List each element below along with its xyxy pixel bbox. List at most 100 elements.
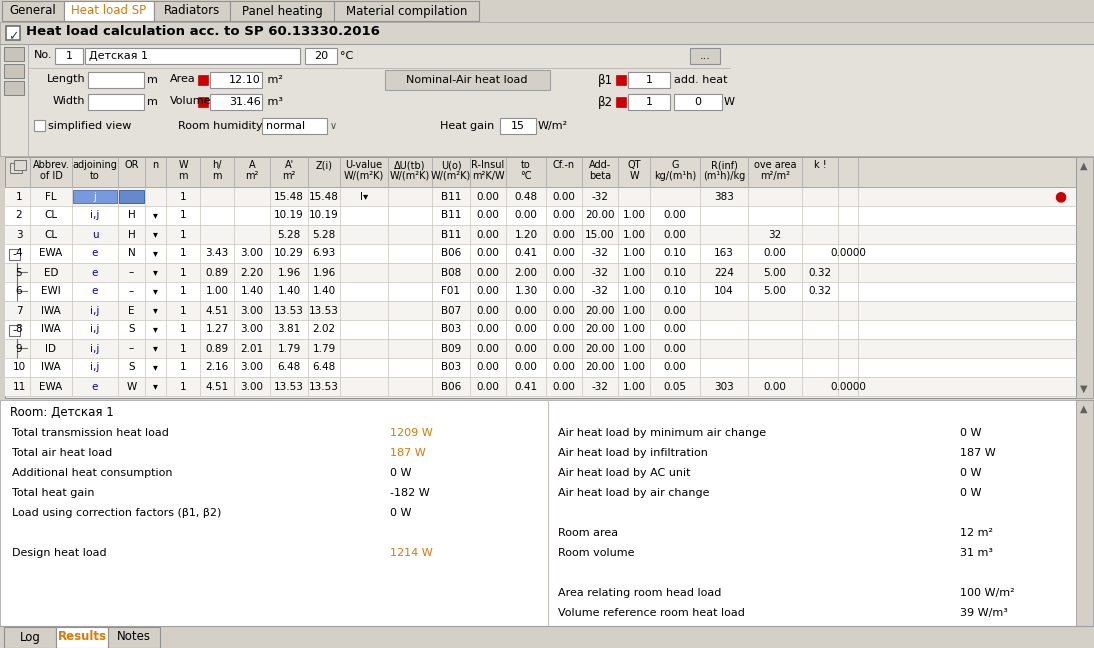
Text: 3: 3 bbox=[15, 229, 22, 240]
Text: 0.41: 0.41 bbox=[514, 248, 537, 259]
Text: B03: B03 bbox=[441, 325, 462, 334]
Text: 1.00: 1.00 bbox=[622, 382, 645, 391]
Bar bbox=[5, 358, 1076, 377]
Text: m: m bbox=[147, 75, 158, 85]
Text: m: m bbox=[178, 171, 188, 181]
Text: 0.32: 0.32 bbox=[808, 286, 831, 297]
Bar bbox=[73, 190, 117, 203]
Text: 0.10: 0.10 bbox=[663, 248, 687, 259]
Text: e: e bbox=[92, 286, 98, 297]
Bar bbox=[9, 325, 20, 336]
Text: Volume: Volume bbox=[170, 96, 211, 106]
Text: W/(m²K): W/(m²K) bbox=[431, 171, 472, 181]
Text: j: j bbox=[94, 192, 96, 202]
Text: 5: 5 bbox=[15, 268, 22, 277]
Text: U-value: U-value bbox=[346, 160, 383, 170]
Text: 1.40: 1.40 bbox=[241, 286, 264, 297]
Text: 0.00: 0.00 bbox=[477, 286, 500, 297]
Bar bbox=[34, 120, 45, 131]
Text: m: m bbox=[212, 171, 222, 181]
Text: 1.00: 1.00 bbox=[622, 325, 645, 334]
Text: 1.96: 1.96 bbox=[278, 268, 301, 277]
Text: u: u bbox=[92, 229, 98, 240]
Text: ▲: ▲ bbox=[1080, 161, 1087, 171]
Text: 224: 224 bbox=[714, 268, 734, 277]
Text: Volume reference room heat load: Volume reference room heat load bbox=[558, 608, 745, 618]
Text: No.: No. bbox=[34, 50, 53, 60]
Text: Log: Log bbox=[20, 631, 40, 643]
Text: 3.00: 3.00 bbox=[241, 305, 264, 316]
Bar bbox=[4, 627, 56, 648]
Text: 0.00: 0.00 bbox=[514, 211, 537, 220]
Text: EWA: EWA bbox=[39, 248, 62, 259]
Text: ▾: ▾ bbox=[153, 325, 158, 334]
Text: Results: Results bbox=[58, 631, 106, 643]
Text: 31 m³: 31 m³ bbox=[961, 548, 993, 558]
Text: 3.00: 3.00 bbox=[241, 362, 264, 373]
Text: Детская 1: Детская 1 bbox=[89, 51, 148, 61]
Text: Room volume: Room volume bbox=[558, 548, 635, 558]
Bar bbox=[5, 26, 20, 40]
Text: 2.00: 2.00 bbox=[514, 268, 537, 277]
Text: EWI: EWI bbox=[42, 286, 61, 297]
Text: β1: β1 bbox=[598, 74, 613, 87]
Text: 1: 1 bbox=[179, 268, 186, 277]
Text: 0.00: 0.00 bbox=[664, 325, 686, 334]
Text: G: G bbox=[672, 160, 678, 170]
Bar bbox=[65, 1, 154, 21]
Text: 32: 32 bbox=[768, 229, 781, 240]
Text: W/(m²K): W/(m²K) bbox=[389, 171, 430, 181]
Text: ove area: ove area bbox=[754, 160, 796, 170]
Bar bbox=[5, 339, 1076, 358]
Text: Air heat load by air change: Air heat load by air change bbox=[558, 488, 710, 498]
Text: 1: 1 bbox=[179, 192, 186, 202]
Bar bbox=[1076, 400, 1093, 626]
Text: 10: 10 bbox=[12, 362, 25, 373]
Text: 383: 383 bbox=[714, 192, 734, 202]
Text: 1: 1 bbox=[179, 362, 186, 373]
Text: U(o): U(o) bbox=[441, 160, 462, 170]
Text: 3.81: 3.81 bbox=[278, 325, 301, 334]
Text: Heat gain: Heat gain bbox=[440, 121, 494, 131]
Text: 13.53: 13.53 bbox=[275, 382, 304, 391]
Text: 104: 104 bbox=[714, 286, 734, 297]
Text: Radiators: Radiators bbox=[164, 5, 220, 17]
Text: m³: m³ bbox=[264, 97, 283, 107]
Text: 6: 6 bbox=[15, 286, 22, 297]
Bar bbox=[230, 1, 334, 21]
Text: Z(i): Z(i) bbox=[315, 160, 333, 170]
Text: 3.43: 3.43 bbox=[206, 248, 229, 259]
Text: 0.00: 0.00 bbox=[552, 248, 575, 259]
Text: 2.02: 2.02 bbox=[313, 325, 336, 334]
Bar bbox=[88, 72, 144, 88]
Text: h/: h/ bbox=[212, 160, 222, 170]
Text: 1: 1 bbox=[15, 192, 22, 202]
Text: W/(m²K): W/(m²K) bbox=[344, 171, 384, 181]
Text: W/m²: W/m² bbox=[538, 121, 568, 131]
Text: W: W bbox=[629, 171, 639, 181]
Text: 0: 0 bbox=[695, 97, 701, 107]
Bar bbox=[1076, 157, 1093, 398]
Text: Heat load calculation acc. to SP 60.13330.2016: Heat load calculation acc. to SP 60.1333… bbox=[26, 25, 380, 38]
Text: 4.51: 4.51 bbox=[206, 305, 229, 316]
Text: F01: F01 bbox=[442, 286, 461, 297]
Text: 0 W: 0 W bbox=[961, 428, 981, 438]
Text: Room area: Room area bbox=[558, 528, 618, 538]
Bar bbox=[5, 157, 1076, 187]
Bar bbox=[85, 48, 300, 64]
Bar bbox=[616, 97, 626, 107]
Text: 0.89: 0.89 bbox=[206, 268, 229, 277]
Text: 5.00: 5.00 bbox=[764, 268, 787, 277]
Text: β2: β2 bbox=[598, 96, 613, 109]
Text: 1.96: 1.96 bbox=[313, 268, 336, 277]
Text: 0.00: 0.00 bbox=[552, 229, 575, 240]
Text: ED: ED bbox=[44, 268, 58, 277]
Text: 9: 9 bbox=[15, 343, 22, 354]
Text: B06: B06 bbox=[441, 248, 462, 259]
Text: ▲: ▲ bbox=[1080, 404, 1087, 414]
Text: 1: 1 bbox=[645, 97, 652, 107]
Text: ▾: ▾ bbox=[153, 382, 158, 391]
Text: 20.00: 20.00 bbox=[585, 305, 615, 316]
Text: B11: B11 bbox=[441, 211, 462, 220]
Text: 3.00: 3.00 bbox=[241, 382, 264, 391]
